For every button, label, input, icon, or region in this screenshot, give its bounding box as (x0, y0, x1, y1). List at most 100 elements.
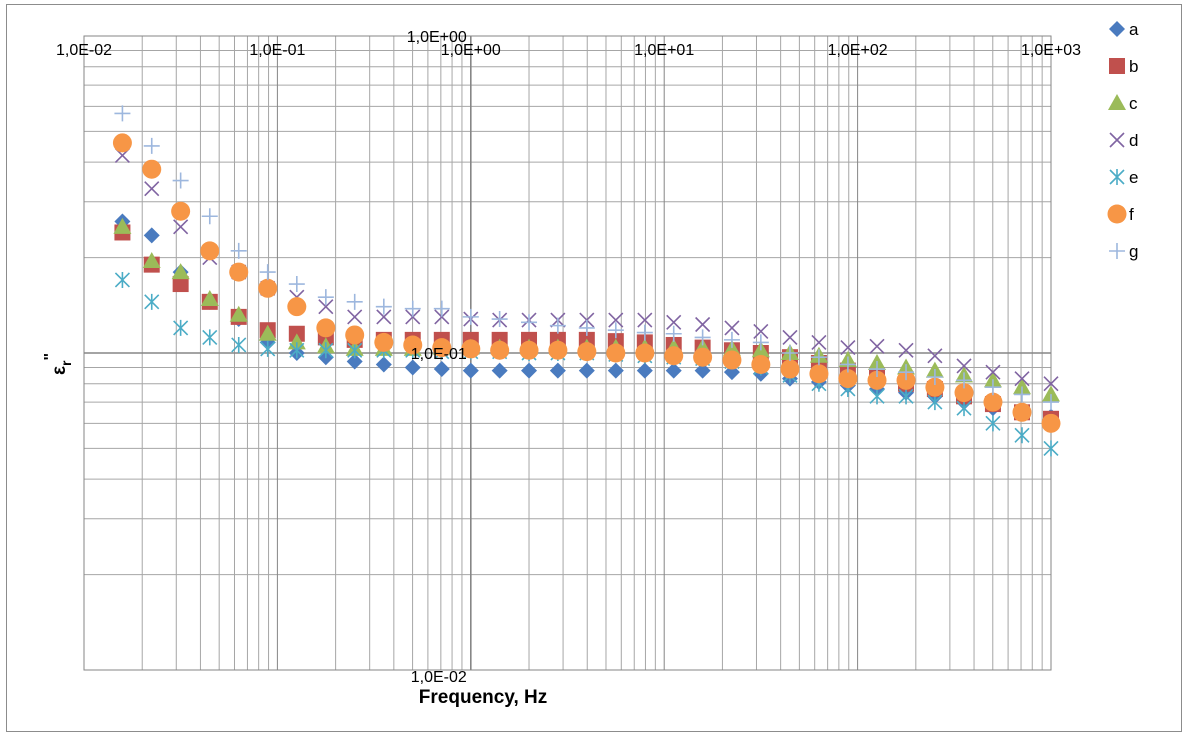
point-f (867, 370, 887, 390)
legend-marker-a (1109, 21, 1125, 37)
point-a (346, 353, 363, 370)
x-tick-label: 1,0E-02 (56, 42, 112, 59)
point-f (112, 133, 132, 153)
point-d (898, 342, 914, 358)
point-d (869, 338, 885, 354)
point-f (809, 364, 829, 384)
point-g (230, 242, 247, 259)
point-f (896, 370, 916, 390)
x-tick-label: 1,0E+01 (634, 42, 694, 59)
point-g (1043, 394, 1059, 411)
point-f (461, 339, 481, 359)
point-g (781, 345, 798, 361)
point-d (724, 320, 740, 336)
point-c (258, 324, 277, 341)
point-f (577, 342, 597, 362)
legend-label-e: e (1129, 168, 1138, 187)
point-g (1014, 386, 1030, 403)
point-g (346, 293, 363, 310)
point-f (751, 354, 771, 374)
point-d (985, 364, 1001, 380)
point-g (143, 137, 160, 154)
point-e (927, 394, 943, 411)
legend-marker-c (1108, 94, 1126, 110)
y-axis-title-main: ε (49, 366, 70, 375)
point-g (607, 322, 624, 339)
legend-item-c: c (1108, 94, 1138, 113)
series-g (114, 105, 1059, 411)
point-e (114, 271, 130, 288)
legend-label-g: g (1129, 242, 1138, 261)
point-f (316, 318, 336, 338)
point-g (375, 298, 392, 315)
x-axis-title: Frequency, Hz (419, 687, 547, 708)
point-f (1012, 402, 1032, 422)
point-d (637, 312, 653, 328)
legend-marker-d (1109, 132, 1125, 148)
point-g (317, 289, 334, 306)
point-d (695, 316, 711, 333)
point-e (869, 388, 885, 405)
point-e (1014, 427, 1030, 444)
legend-marker-g (1109, 243, 1125, 259)
point-f (635, 343, 655, 363)
point-g (694, 329, 711, 346)
point-d (927, 348, 943, 364)
y-axis-title-sup: " (42, 353, 59, 361)
point-f (200, 241, 220, 261)
point-e (956, 400, 972, 417)
point-d (608, 312, 624, 328)
legend-item-a: a (1109, 20, 1139, 39)
point-e (318, 342, 334, 359)
legend-marker-f (1107, 204, 1127, 224)
point-e (144, 293, 160, 310)
point-f (171, 201, 191, 221)
point-f (490, 340, 510, 360)
point-a (143, 227, 160, 244)
point-d (956, 358, 972, 374)
point-g (752, 334, 769, 351)
point-g (665, 325, 682, 342)
point-g (259, 264, 276, 281)
point-f (142, 159, 162, 179)
point-c (142, 252, 161, 269)
tick-labels: 1,0E-02 1,0E-01 1,0E+00 1,0E+01 1,0E+02 1,0E+… (56, 29, 1081, 686)
point-a (578, 362, 595, 379)
y-tick-label: 1,0E-02 (411, 669, 467, 686)
point-a (607, 362, 624, 379)
x-tick-label: 1,0E-01 (249, 42, 305, 59)
y-axis-title-sub: r (58, 360, 74, 366)
point-f (258, 278, 278, 298)
point-a (521, 362, 538, 379)
legend-label-b: b (1129, 57, 1138, 76)
point-f (548, 340, 568, 360)
point-e (347, 342, 363, 359)
point-e (260, 340, 276, 357)
point-f (780, 359, 800, 379)
point-f (983, 392, 1003, 412)
chart-frame: 1,0E-02 1,0E-01 1,0E+00 1,0E+01 1,0E+02 1,0E+… (6, 4, 1182, 732)
point-f (403, 335, 423, 355)
point-g (491, 311, 508, 328)
point-g (869, 361, 886, 378)
point-e (173, 319, 189, 336)
y-tick-label: 1,0E-01 (411, 346, 467, 363)
point-c (171, 263, 190, 280)
point-g (201, 208, 218, 225)
point-g (956, 372, 973, 389)
point-d (840, 340, 856, 356)
point-g (404, 300, 421, 317)
point-g (114, 105, 131, 122)
point-g (839, 356, 856, 373)
x-tick-label: 1,0E+00 (441, 42, 501, 59)
point-c (200, 290, 219, 307)
point-a (491, 362, 508, 379)
legend-item-e: e (1109, 168, 1138, 187)
data-points (112, 105, 1061, 457)
point-g (578, 319, 595, 336)
point-e (898, 388, 914, 405)
point-e (985, 415, 1001, 432)
point-f (374, 332, 394, 352)
legend-item-f: f (1107, 204, 1134, 224)
